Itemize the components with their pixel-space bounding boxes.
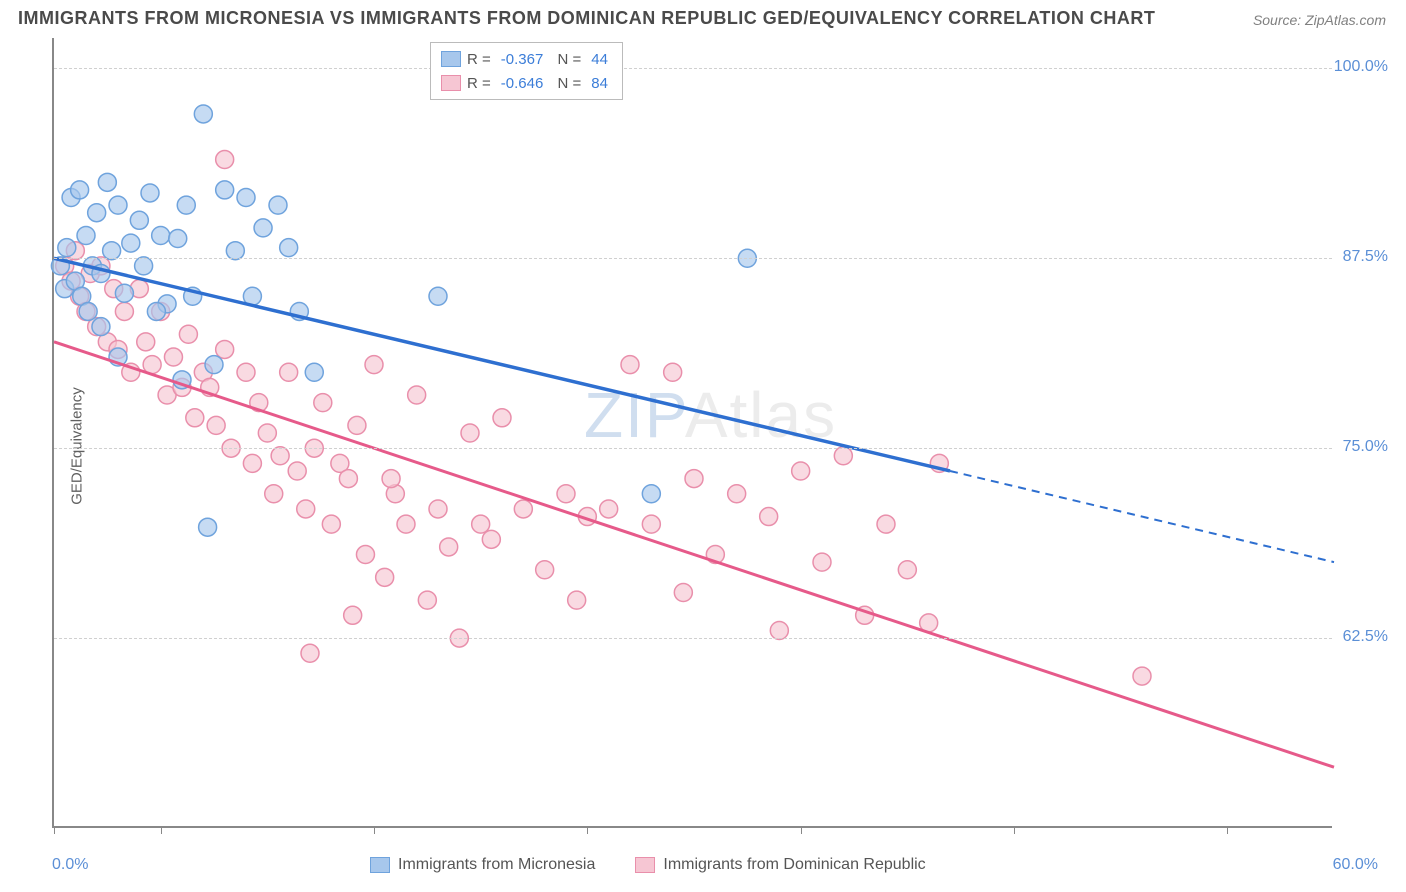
legend-item-1: Immigrants from Dominican Republic: [635, 856, 925, 874]
chart-plot-area: ZIPAtlas: [52, 38, 1332, 828]
gridline: [54, 448, 1332, 449]
series-name-0: Immigrants from Micronesia: [398, 856, 595, 874]
y-tick-label: 75.0%: [1343, 438, 1388, 456]
legend-row-series-0: R = -0.367 N = 44: [441, 47, 612, 71]
gridline: [54, 258, 1332, 259]
x-tick: [1014, 826, 1015, 834]
correlation-legend: R = -0.367 N = 44 R = -0.646 N = 84: [430, 42, 623, 100]
r-value-1: -0.646: [497, 75, 548, 92]
swatch-series-1: [441, 75, 461, 91]
series-legend: Immigrants from Micronesia Immigrants fr…: [370, 856, 926, 874]
series-name-1: Immigrants from Dominican Republic: [663, 856, 925, 874]
x-tick: [161, 826, 162, 834]
y-tick-label: 62.5%: [1343, 628, 1388, 646]
x-tick: [1227, 826, 1228, 834]
gridline: [54, 68, 1332, 69]
y-tick-label: 87.5%: [1343, 248, 1388, 266]
swatch-series-0: [441, 51, 461, 67]
n-value-0: 44: [587, 51, 612, 68]
x-tick-right: 60.0%: [1333, 856, 1378, 874]
r-value-0: -0.367: [497, 51, 548, 68]
n-value-1: 84: [587, 75, 612, 92]
x-tick: [801, 826, 802, 834]
x-tick: [54, 826, 55, 834]
scatter-svg: [54, 38, 1332, 826]
x-tick: [374, 826, 375, 834]
gridline: [54, 638, 1332, 639]
legend-row-series-1: R = -0.646 N = 84: [441, 71, 612, 95]
swatch-bottom-1: [635, 857, 655, 873]
legend-item-0: Immigrants from Micronesia: [370, 856, 595, 874]
x-tick-left: 0.0%: [52, 856, 88, 874]
x-tick: [587, 826, 588, 834]
y-tick-label: 100.0%: [1334, 58, 1388, 76]
source-attribution: Source: ZipAtlas.com: [1253, 12, 1386, 28]
chart-title: IMMIGRANTS FROM MICRONESIA VS IMMIGRANTS…: [18, 8, 1155, 29]
swatch-bottom-0: [370, 857, 390, 873]
